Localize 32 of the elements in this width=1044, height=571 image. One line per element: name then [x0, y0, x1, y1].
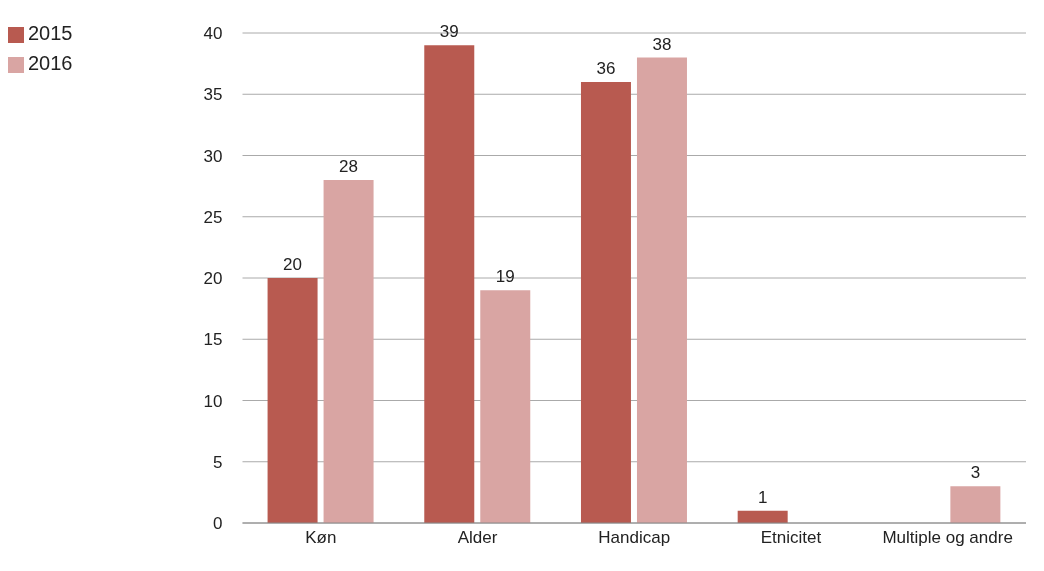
bar: [480, 290, 531, 523]
data-label: 3: [970, 463, 981, 483]
y-tick-label: 20: [203, 269, 223, 289]
y-tick-label: 40: [203, 24, 223, 44]
y-tick-label: 5: [213, 452, 223, 472]
data-label: 36: [596, 59, 616, 78]
y-tick-label: 35: [203, 85, 223, 105]
y-tick-label: 25: [203, 207, 223, 227]
data-label: 38: [652, 34, 672, 54]
y-tick-label: 0: [213, 514, 223, 534]
x-tick-label: Etnicitet: [760, 528, 822, 548]
bar: [950, 486, 1001, 523]
data-label: 19: [495, 267, 515, 287]
legend-label: 2016: [28, 52, 73, 74]
x-tick-label: Multiple og andre: [882, 528, 1013, 548]
bar: [424, 45, 475, 523]
bar: [580, 82, 631, 523]
x-tick-label: Handicap: [598, 528, 671, 548]
bar: [323, 180, 374, 523]
data-label: 39: [439, 22, 459, 42]
x-tick-label: Køn: [305, 528, 337, 548]
legend-label: 2015: [28, 22, 73, 44]
data-label: 20: [283, 255, 303, 274]
x-tick-label: Alder: [457, 528, 498, 548]
bar: [737, 510, 788, 523]
data-label: 1: [757, 487, 768, 507]
y-tick-label: 15: [203, 330, 223, 350]
y-tick-label: 10: [203, 391, 223, 411]
bar: [267, 278, 318, 523]
data-label: 28: [339, 157, 359, 176]
bar: [636, 57, 687, 523]
y-tick-label: 30: [203, 146, 223, 166]
